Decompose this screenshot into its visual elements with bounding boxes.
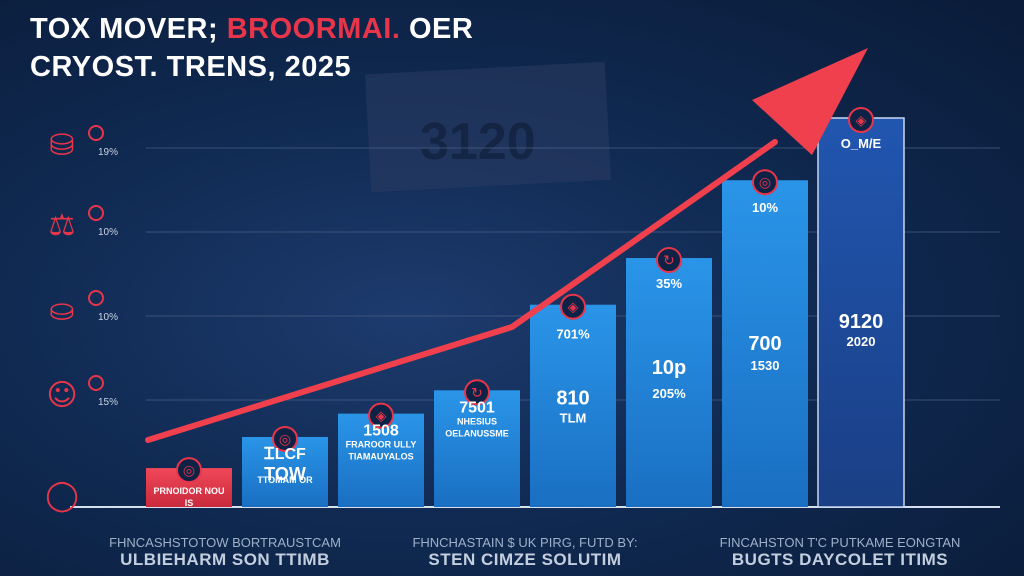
side-icon-group-4: ☺ 15% bbox=[46, 375, 118, 413]
chart-title: TOX MOVER; BROORMAI. OER CRYOST. TRENS, … bbox=[30, 10, 473, 86]
footer-middle: FHNCHASTAIN $ UK PIRG, FUTD BY: STEN CIM… bbox=[380, 534, 670, 568]
bar-label-3-3: TIAMAUYALOS bbox=[348, 452, 413, 462]
side-icon-label-2: 10% bbox=[98, 227, 118, 238]
bar-badge-6 bbox=[656, 247, 682, 274]
ring-icon: ◯ bbox=[45, 478, 79, 513]
bar-badge-5 bbox=[560, 293, 586, 320]
side-icon-group-1: ⛁ 19% bbox=[49, 125, 118, 163]
bar-label-6-3: 205% bbox=[652, 386, 686, 401]
shield-icon: ◈ bbox=[856, 113, 867, 129]
side-icon-dot-3 bbox=[88, 290, 104, 306]
bar-label-8-3: 2020 bbox=[847, 334, 876, 349]
shield-icon: ◈ bbox=[376, 409, 387, 425]
bar-8 bbox=[817, 117, 905, 508]
bar-3 bbox=[338, 413, 424, 507]
footer-left-line-2: ULBIEHARM SON TTIMB bbox=[120, 550, 330, 569]
bar-label-4-1: 7501 bbox=[459, 399, 495, 416]
bar-label-3-1: 1508 bbox=[363, 423, 399, 440]
arrows-icon: ↻ bbox=[663, 253, 675, 269]
bar-label-3-2: FRAROOR ULLY bbox=[346, 440, 417, 450]
bar-label-6-1: 35% bbox=[656, 276, 682, 291]
background-watermark: 3120 bbox=[420, 113, 536, 171]
trend-arrow-head bbox=[752, 48, 868, 155]
bar-group-7: ◎ 10% 700 1530 bbox=[722, 169, 808, 508]
bar-group-6: ↻ 35% 10p 205% bbox=[626, 247, 712, 507]
trend-arrow-line bbox=[145, 139, 778, 443]
bar-badge-8 bbox=[848, 107, 874, 133]
bar-badge-2 bbox=[272, 425, 298, 452]
footer-left-line-1: FHNCASHSTOTOW BORTRAUSTCAM bbox=[109, 535, 341, 550]
title-part-2: OER bbox=[400, 13, 474, 45]
bar-badge-1 bbox=[176, 457, 202, 484]
bar-label-4-2: NHESIUS bbox=[457, 416, 497, 426]
bar-group-1: ◎ PRNOIDOR NOU IS bbox=[146, 457, 232, 508]
bar-label-4-3: OELANUSSME bbox=[445, 428, 509, 438]
bar-label-1-1: PRNOIDOR NOU bbox=[153, 486, 224, 496]
bar-label-1-2: IS bbox=[185, 498, 194, 508]
footer-middle-line-2: STEN CIMZE SOLUTIM bbox=[428, 550, 622, 569]
bar-label-8-2: 9120 bbox=[839, 311, 884, 333]
footer-right: FINCAHSTON T'C PUTKAME EONGTAN BUGTS DAY… bbox=[690, 534, 990, 568]
globe-icon: ◎ bbox=[183, 463, 195, 479]
money-bag-icon: ⛀ bbox=[49, 293, 74, 328]
title-part-1: TOX MOVER; bbox=[30, 13, 227, 45]
bar-label-5-1: 701% bbox=[556, 327, 590, 342]
footer-right-line-2: BUGTS DAYCOLET ITIMS bbox=[731, 550, 949, 569]
bar-label-5-3: TLM bbox=[560, 411, 587, 426]
bar-label-2-1: ᏆLCF bbox=[264, 446, 306, 463]
side-icon-group-5: ◯ bbox=[45, 478, 79, 513]
footer-right-line-1: FINCAHSTON T'C PUTKAME EONGTAN bbox=[719, 535, 961, 550]
bar-label-5-2: 810 bbox=[556, 388, 589, 410]
bar-5 bbox=[530, 304, 616, 507]
arrows-icon: ↻ bbox=[471, 385, 483, 401]
bar-label-7-3: 1530 bbox=[751, 358, 780, 373]
trend-arrow bbox=[145, 48, 868, 443]
side-icon-label-1: 19% bbox=[98, 147, 118, 158]
side-icon-group-3: ⛀ 10% bbox=[49, 290, 118, 328]
bar-label-8-1: O_M/E bbox=[841, 136, 882, 151]
side-icon-dot-4 bbox=[88, 375, 104, 391]
bar-7 bbox=[722, 180, 808, 508]
bar-badge-4 bbox=[464, 379, 490, 406]
footer-middle-line-1: FHNCHASTAIN $ UK PIRG, FUTD BY: bbox=[412, 535, 638, 550]
side-icons: ⛁ 19% ⚖ 10% ⛀ 10% ☺ 15% ◯ bbox=[45, 125, 118, 513]
side-icon-group-2: ⚖ 10% bbox=[49, 205, 118, 243]
bar-label-7-2: 700 bbox=[748, 333, 781, 355]
balance-scale-icon: ⚖ bbox=[49, 208, 76, 243]
bar-label-2-3: TTOMAM OR bbox=[257, 475, 313, 485]
title-line-2: CRYOST. TRENS, 2025 bbox=[30, 51, 352, 83]
hand-money-bag-icon: ⛁ bbox=[49, 128, 74, 163]
globe-icon: ◎ bbox=[279, 432, 291, 448]
footer-left: FHNCASHSTOTOW BORTRAUSTCAM ULBIEHARM SON… bbox=[60, 534, 390, 568]
side-icon-label-3: 10% bbox=[98, 312, 118, 323]
people-group-icon: ☺ bbox=[46, 378, 77, 413]
side-icon-dot-1 bbox=[88, 125, 104, 141]
title-accent: BROORMAI. bbox=[226, 13, 401, 45]
bar-6 bbox=[626, 258, 712, 507]
bar-label-7-1: 10% bbox=[752, 200, 778, 215]
bar-4 bbox=[434, 390, 520, 507]
globe-icon: ◎ bbox=[759, 175, 771, 191]
side-icon-dot-2 bbox=[88, 205, 104, 221]
shield-icon: ◈ bbox=[568, 300, 579, 316]
bar-badge-7 bbox=[752, 169, 778, 196]
side-icon-label-4: 15% bbox=[98, 397, 118, 408]
bar-label-6-2: 10p bbox=[652, 357, 686, 379]
bar-badge-3 bbox=[368, 402, 394, 429]
bar-label-2-2: TOW bbox=[264, 464, 306, 484]
